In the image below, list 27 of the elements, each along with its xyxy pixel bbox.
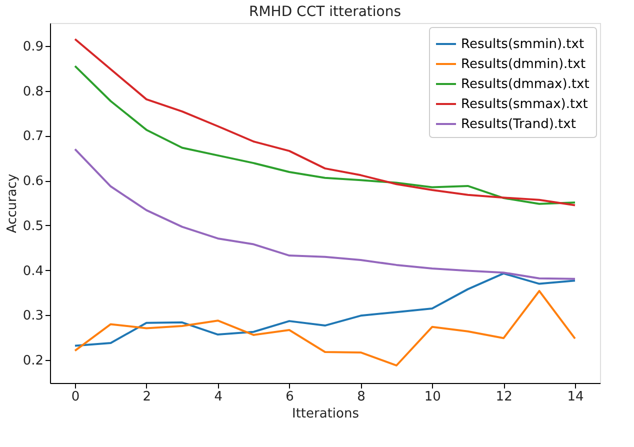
y-tick-label: 0.5 [22,218,44,234]
x-tick-label: 6 [286,390,294,404]
legend-label: Results(dmmin).txt [461,57,586,72]
y-tick-label: 0.4 [22,264,44,279]
chart-title: RMHD CCT itterations [248,4,402,20]
line-series [74,290,576,366]
legend-label: Results(smmax).txt [461,97,588,112]
x-tick-label: 0 [71,390,80,404]
y-tick-label: 0.6 [22,174,44,190]
x-tick-label: 4 [214,390,222,404]
y-tick-label: 0.2 [22,354,44,369]
y-tick-label: 0.8 [22,84,44,100]
x-tick-label: 10 [424,390,441,404]
y-tick-label: 0.3 [22,308,44,324]
x-tick-label: 2 [142,390,152,404]
line-series [74,148,576,280]
x-axis-title: Itterations [292,406,360,422]
legend-label: Results(Trand).txt [461,117,576,132]
x-tick-label: 12 [496,390,512,404]
x-tick-label: 14 [567,390,584,404]
legend-label: Results(smmin).txt [461,37,584,52]
y-tick-label: 0.7 [22,129,44,144]
legend-label: Results(dmmax).txt [461,77,590,92]
y-axis-title: Accuracy [4,174,20,234]
x-tick-label: 8 [357,390,366,404]
y-tick-label: 0.9 [22,39,44,54]
line-series [74,272,576,347]
